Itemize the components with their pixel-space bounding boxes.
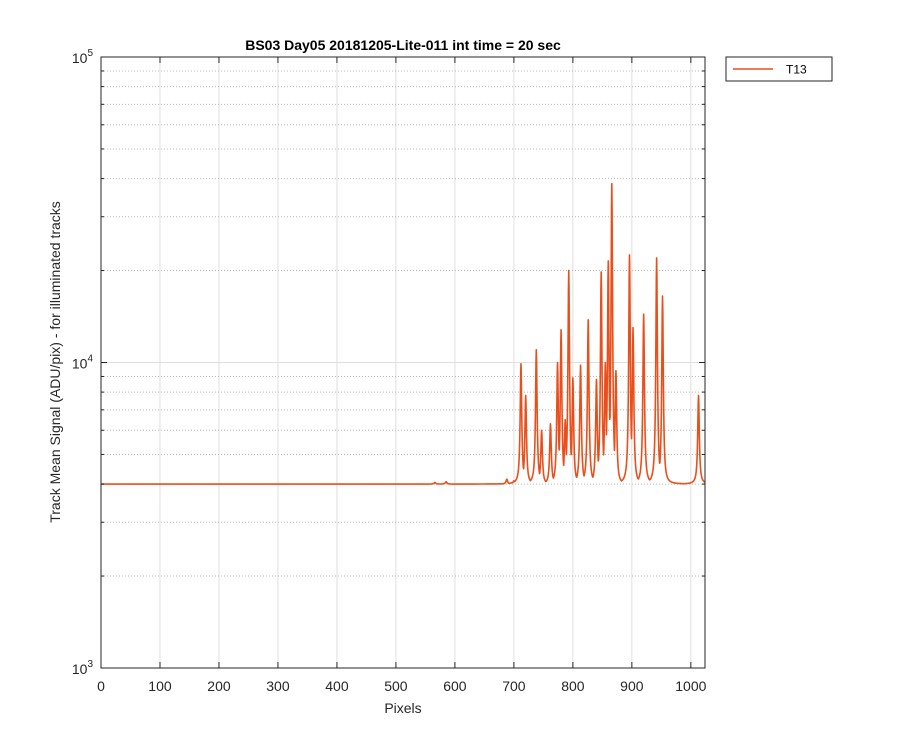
chart-title: BS03 Day05 20181205-Lite-011 int time = … xyxy=(245,37,561,53)
x-tick-label: 700 xyxy=(502,678,526,694)
y-tick-label: 104 xyxy=(72,354,94,372)
x-tick-labels: 0 100 200 300 400 500 600 700 800 900 1000 xyxy=(97,678,707,694)
y-axis-label: Track Mean Signal (ADU/pix) - for illumi… xyxy=(47,201,63,523)
x-tick-label: 500 xyxy=(384,678,408,694)
x-tick-label: 0 xyxy=(97,678,105,694)
x-tick-label: 400 xyxy=(325,678,349,694)
legend-label-t13: T13 xyxy=(786,63,807,77)
legend: T13 xyxy=(725,56,833,82)
grid-lines xyxy=(101,57,705,668)
axis-ticks xyxy=(100,56,705,669)
x-tick-label: 200 xyxy=(207,678,231,694)
x-tick-label: 800 xyxy=(561,678,585,694)
x-tick-label: 300 xyxy=(266,678,290,694)
x-tick-label: 600 xyxy=(443,678,467,694)
y-tick-labels: 103 104 105 xyxy=(72,48,94,677)
x-tick-label: 1000 xyxy=(675,678,706,694)
series-line-t13 xyxy=(100,182,706,485)
x-axis-label: Pixels xyxy=(384,700,421,716)
y-tick-label: 103 xyxy=(72,659,94,677)
x-tick-label: 100 xyxy=(148,678,172,694)
y-tick-label: 105 xyxy=(72,48,94,66)
series-layer xyxy=(100,182,706,485)
x-tick-label: 900 xyxy=(620,678,644,694)
